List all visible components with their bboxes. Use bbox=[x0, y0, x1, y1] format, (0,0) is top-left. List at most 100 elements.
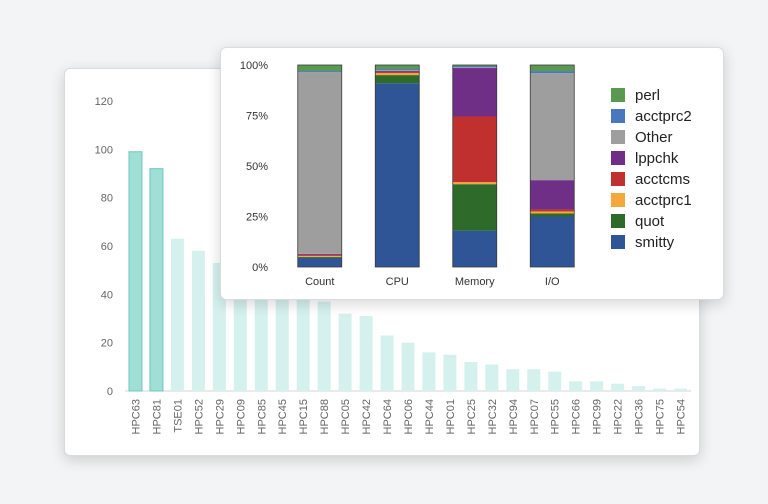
bar bbox=[653, 388, 667, 391]
stack-segment-other bbox=[297, 72, 342, 254]
bar bbox=[233, 272, 247, 391]
x-tick-label: HPC32 bbox=[487, 399, 499, 434]
legend-swatch-acctcms bbox=[611, 172, 625, 186]
x-tick-label: Memory bbox=[455, 276, 495, 288]
stack-segment-other bbox=[452, 67, 497, 69]
bar bbox=[569, 381, 583, 391]
x-tick-label: HPC81 bbox=[151, 399, 163, 434]
stack-segment-acctprc2 bbox=[452, 66, 497, 68]
bar bbox=[611, 383, 625, 391]
bar bbox=[527, 369, 541, 391]
x-tick-label: HPC09 bbox=[235, 399, 247, 434]
stack-segment-acctprc2 bbox=[375, 69, 420, 71]
x-tick-label: TSE01 bbox=[172, 399, 184, 433]
x-tick-label: HPC01 bbox=[445, 399, 457, 434]
background-bar-chart: 0 20 40 60 80 100 120 HPC63 HPC81 TSE01 HPC52 HPC29… bbox=[95, 96, 691, 434]
bar bbox=[548, 371, 562, 391]
y-tick-label: 75% bbox=[246, 111, 268, 123]
legend-label-lppchk: lppchk bbox=[635, 150, 679, 167]
bar bbox=[632, 386, 646, 391]
bar-outline bbox=[529, 64, 575, 268]
stack-segment-acctcms bbox=[297, 254, 342, 256]
stack-segment-acctprc1 bbox=[452, 182, 497, 185]
stack-segment-acctcms bbox=[375, 72, 420, 74]
bar bbox=[191, 250, 205, 391]
bar bbox=[128, 151, 143, 392]
bar bbox=[422, 352, 436, 391]
stack-segment-lppchk bbox=[375, 71, 420, 73]
bar bbox=[380, 335, 394, 391]
bar bbox=[317, 301, 331, 391]
stack-segment-other bbox=[530, 73, 575, 181]
x-tick-label: HPC07 bbox=[529, 399, 541, 434]
legend-swatch-smitty bbox=[611, 235, 625, 249]
y-tick-label: 60 bbox=[101, 241, 113, 253]
x-tick-label: HPC44 bbox=[424, 399, 436, 434]
legend-label-acctprc2: acctprc2 bbox=[635, 108, 692, 125]
stack-segment-acctprc1 bbox=[297, 255, 342, 257]
bar-outline bbox=[297, 64, 343, 268]
bar bbox=[674, 388, 688, 391]
legend-swatch-acctprc1 bbox=[611, 193, 625, 207]
legend-label-acctprc1: acctprc1 bbox=[635, 192, 692, 209]
legend-label-other: Other bbox=[635, 129, 673, 146]
stack-segment-smitty bbox=[452, 230, 497, 267]
stack-segment-acctprc2 bbox=[297, 71, 342, 73]
x-tick-label: HPC06 bbox=[403, 399, 415, 434]
legend-swatch-other bbox=[611, 130, 625, 144]
stack-segment-quot bbox=[530, 213, 575, 217]
legend-swatch-quot bbox=[611, 214, 625, 228]
bar bbox=[485, 364, 499, 391]
x-tick-label: HPC64 bbox=[382, 399, 394, 434]
x-tick-label: HPC99 bbox=[592, 399, 604, 434]
stack-segment-acctprc1 bbox=[530, 211, 575, 214]
x-tick-label: HPC45 bbox=[277, 399, 289, 434]
stack-segment-quot bbox=[297, 256, 342, 258]
x-tick-label: HPC15 bbox=[298, 399, 310, 434]
bar bbox=[590, 381, 604, 391]
stack-segment-acctcms bbox=[452, 116, 497, 183]
y-tick-label: 120 bbox=[95, 96, 113, 108]
y-tick-label: 100% bbox=[240, 60, 268, 72]
x-tick-label: HPC85 bbox=[256, 399, 268, 434]
x-tick-label: HPC94 bbox=[508, 399, 520, 434]
x-tick-label: Count bbox=[305, 276, 334, 288]
bar bbox=[170, 238, 184, 391]
stack-segment-lppchk bbox=[530, 180, 575, 210]
x-tick-label: HPC22 bbox=[613, 399, 625, 434]
bar bbox=[359, 316, 373, 391]
legend-label-acctcms: acctcms bbox=[635, 171, 690, 188]
legend-label-smitty: smitty bbox=[635, 234, 675, 251]
bar bbox=[149, 168, 164, 392]
bar bbox=[338, 313, 352, 391]
stack-segment-quot bbox=[375, 75, 420, 84]
y-tick-label: 20 bbox=[101, 338, 113, 350]
x-tick-label: HPC42 bbox=[361, 399, 373, 434]
stack-segment-perl bbox=[375, 65, 420, 70]
bar bbox=[275, 287, 289, 391]
stack-segment-smitty bbox=[297, 257, 342, 267]
stacked-percent-bar-chart: 0% 25% 50% 75% 100% Count CPU Memory I/O perl acct… bbox=[240, 60, 692, 288]
stack-segment-lppchk bbox=[452, 68, 497, 117]
legend-swatch-perl bbox=[611, 88, 625, 102]
legend-swatch-acctprc2 bbox=[611, 109, 625, 123]
stack-segment-perl bbox=[297, 65, 342, 72]
x-tick-label: HPC88 bbox=[319, 399, 331, 434]
bar bbox=[401, 342, 415, 391]
y-tick-label: 100 bbox=[95, 144, 113, 156]
legend-swatch-lppchk bbox=[611, 151, 625, 165]
stack-segment-lppchk bbox=[297, 253, 342, 255]
y-tick-label: 80 bbox=[101, 193, 113, 205]
stack-segment-perl bbox=[530, 65, 575, 72]
x-tick-label: HPC52 bbox=[193, 399, 205, 434]
x-tick-label: HPC54 bbox=[676, 399, 688, 434]
x-tick-label: HPC63 bbox=[130, 399, 142, 434]
stacked-chart-card: 0% 25% 50% 75% 100% Count CPU Memory I/O perl acct… bbox=[220, 47, 724, 300]
y-tick-label: 40 bbox=[101, 289, 113, 301]
x-tick-label: HPC29 bbox=[214, 399, 226, 434]
x-tick-label: HPC36 bbox=[634, 399, 646, 434]
x-tick-label: HPC25 bbox=[466, 399, 478, 434]
x-tick-label: HPC75 bbox=[655, 399, 667, 434]
x-tick-label: I/O bbox=[545, 276, 560, 288]
bar-outline bbox=[452, 64, 498, 268]
